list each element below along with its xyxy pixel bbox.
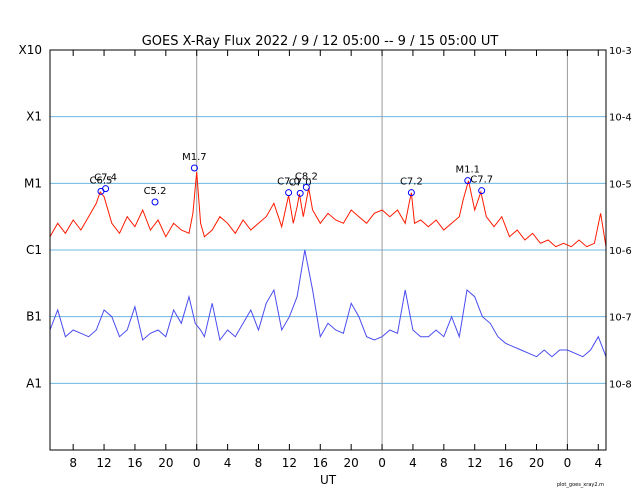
y-class-label: A1 bbox=[26, 376, 42, 390]
series-line bbox=[49, 171, 607, 248]
flare-marker bbox=[464, 177, 472, 185]
y-class-label: X1 bbox=[26, 110, 42, 124]
series-line bbox=[49, 249, 607, 358]
flare-label: C6.5 bbox=[90, 175, 113, 186]
flare-label: C7.7 bbox=[470, 175, 493, 186]
x-tick-label: 20 bbox=[344, 456, 359, 470]
x-tick-label: 12 bbox=[96, 456, 111, 470]
x-tick-label: 4 bbox=[224, 456, 232, 470]
x-tick-label: 16 bbox=[498, 456, 513, 470]
x-tick-label: 8 bbox=[440, 456, 448, 470]
flare-marker bbox=[151, 198, 159, 206]
y-axis-class-labels: X10 X1 M1 C1 B1 A1 bbox=[19, 43, 43, 390]
plot-frame bbox=[49, 49, 607, 451]
x-tick-label: 16 bbox=[127, 456, 142, 470]
footnote: plot_goes_xray2.m bbox=[557, 482, 604, 488]
x-tick-label: 12 bbox=[467, 456, 482, 470]
flare-marker bbox=[296, 189, 304, 197]
x-tick-label: 16 bbox=[313, 456, 328, 470]
y-flux-label: 10-6 bbox=[609, 246, 632, 257]
x-tick-label: 20 bbox=[158, 456, 173, 470]
y-class-label: C1 bbox=[26, 243, 42, 257]
flare-marker bbox=[478, 187, 486, 195]
flare-marker bbox=[407, 189, 415, 197]
x-tick-label: 0 bbox=[564, 456, 572, 470]
y-flux-label: 10-7 bbox=[609, 313, 632, 324]
x-tick-label: 20 bbox=[529, 456, 544, 470]
x-tick-label: 4 bbox=[594, 456, 602, 470]
flare-marker bbox=[102, 185, 110, 193]
y-flux-label: 10-4 bbox=[609, 113, 632, 124]
chart-title: GOES X-Ray Flux 2022 / 9 / 12 05:00 -- 9… bbox=[142, 34, 499, 49]
flare-label: C7.2 bbox=[400, 177, 423, 188]
flare-marker bbox=[302, 183, 310, 191]
gridlines bbox=[50, 116, 606, 384]
y-flux-label: 10-5 bbox=[609, 179, 632, 190]
x-axis-ticks: 8 12 16 20 0 4 8 12 16 20 0 4 8 12 16 20 0 4 bbox=[69, 50, 602, 470]
y-flux-label: 10-8 bbox=[609, 379, 632, 390]
flare-label: C8.2 bbox=[295, 171, 318, 182]
flux-series bbox=[49, 171, 607, 358]
flare-label: M1.1 bbox=[456, 165, 481, 176]
flare-label: C5.2 bbox=[144, 186, 167, 197]
x-tick-label: 0 bbox=[378, 456, 386, 470]
day-boundary-lines bbox=[196, 50, 568, 450]
y-class-label: X10 bbox=[19, 43, 43, 57]
flare-markers: C6.5C7.4 C5.2 M1.7 C7.0C7.0C8.2 C7.2 M1.1C7.7 bbox=[90, 152, 493, 206]
y-axis-flux-labels: 10-3 10-4 10-5 10-6 10-7 10-8 bbox=[609, 46, 632, 390]
flare-marker bbox=[285, 189, 293, 197]
x-tick-label: 12 bbox=[282, 456, 297, 470]
flare-label: C7.4 bbox=[94, 173, 117, 184]
y-class-label: B1 bbox=[26, 310, 42, 324]
flare-label: C7.0 bbox=[289, 177, 312, 188]
x-tick-label: 8 bbox=[255, 456, 263, 470]
x-tick-label: 8 bbox=[69, 456, 77, 470]
flare-marker bbox=[190, 164, 198, 172]
flare-label: M1.7 bbox=[182, 152, 207, 163]
x-tick-label: 0 bbox=[193, 456, 201, 470]
x-tick-label: 4 bbox=[409, 456, 417, 470]
y-class-label: M1 bbox=[24, 176, 42, 190]
y-flux-label: 10-3 bbox=[609, 46, 632, 57]
x-axis-label: UT bbox=[320, 473, 337, 487]
flare-label: C7.0 bbox=[277, 177, 300, 188]
